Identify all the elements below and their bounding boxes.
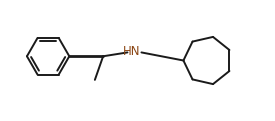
Text: HN: HN [123,45,140,58]
